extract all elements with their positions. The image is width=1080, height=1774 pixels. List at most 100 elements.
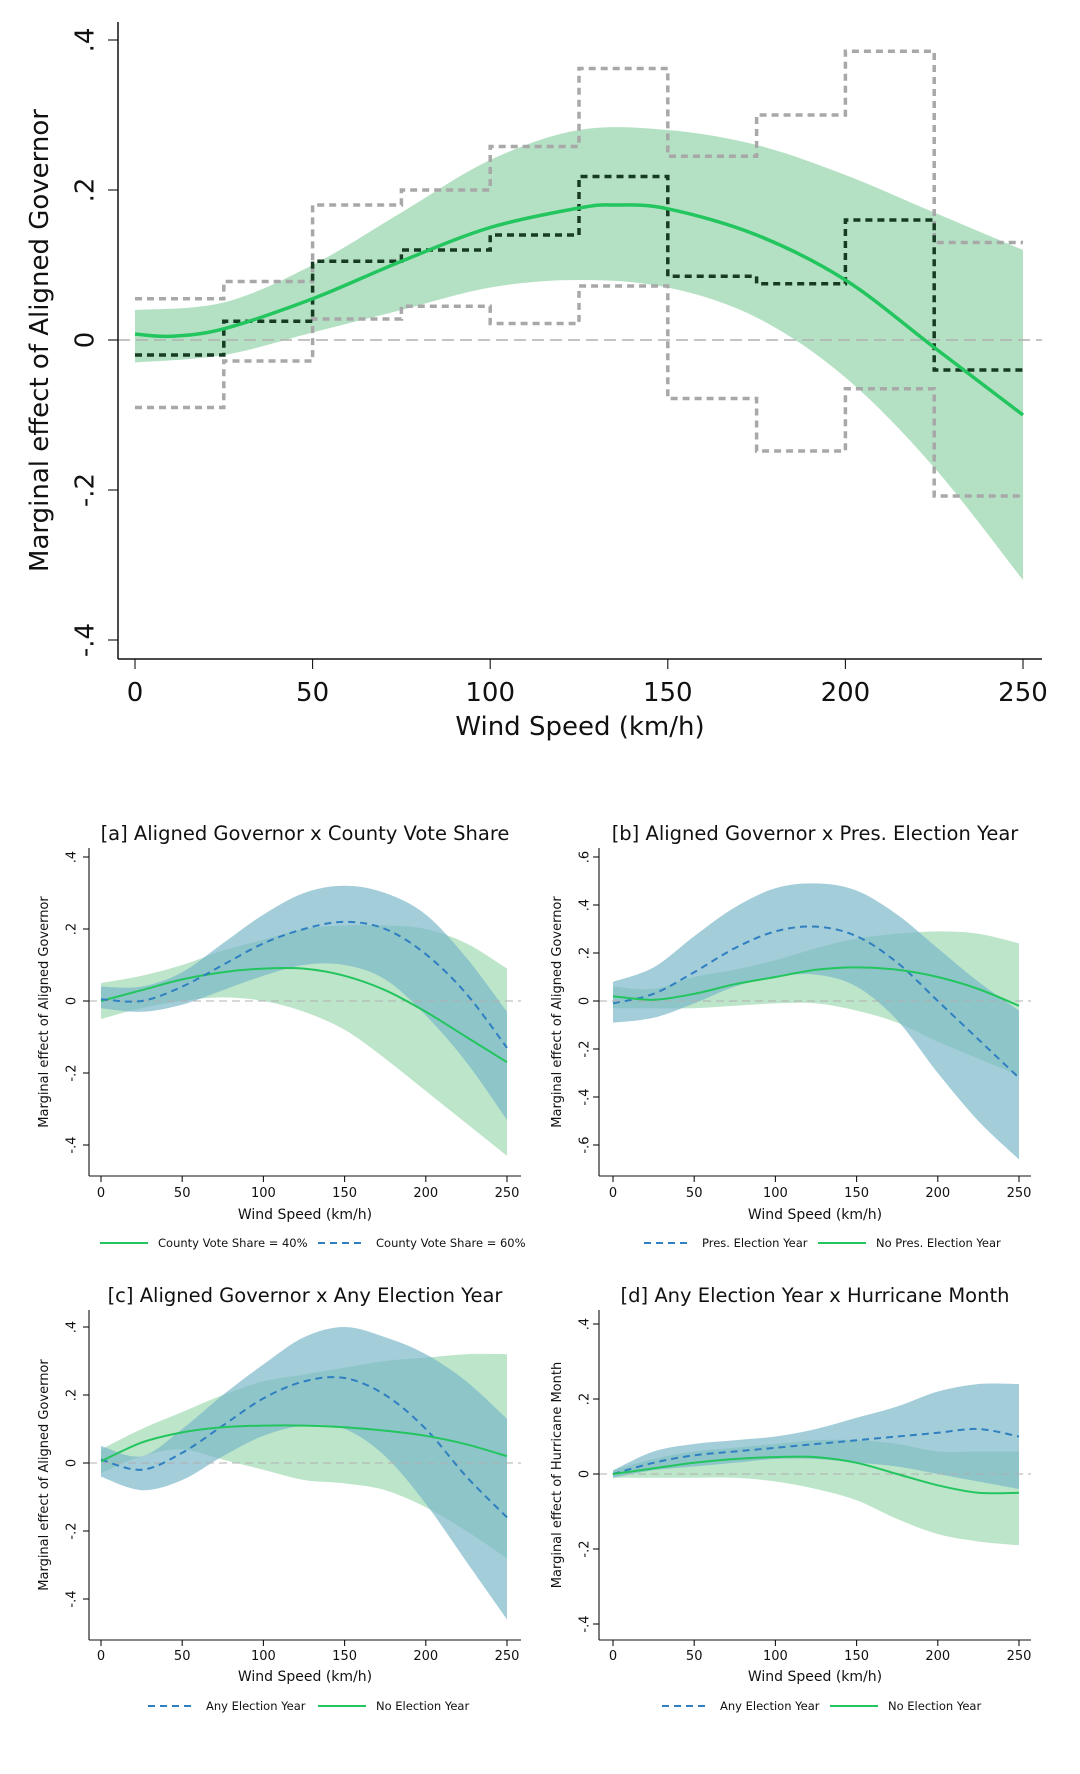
y-tick-label: 0 (71, 332, 101, 349)
confidence-band-blue (613, 1383, 1019, 1489)
x-tick-label: 50 (174, 1649, 191, 1664)
x-tick-label: 150 (643, 678, 693, 708)
y-tick-label: .2 (65, 1389, 80, 1401)
x-tick-label: 250 (495, 1186, 520, 1201)
legend-label: No Pres. Election Year (876, 1236, 1001, 1250)
y-tick-label: -.4 (65, 1590, 80, 1607)
x-tick-label: 250 (1007, 1649, 1032, 1664)
x-tick-label: 150 (332, 1649, 357, 1664)
y-tick-label: 0 (578, 1470, 593, 1478)
y-tick-label: -.2 (65, 1064, 80, 1081)
fitted-curve (134, 203, 1025, 417)
y-tick-label: .2 (65, 923, 80, 935)
y-tick-label: 0 (65, 1459, 80, 1467)
legend-label: Pres. Election Year (702, 1236, 808, 1250)
y-tick-label: -.6 (578, 1136, 593, 1153)
panel-a: -.4 -.2 0 .2 .4 0 50 100 150 200 250 Wind Speed (km… (37, 822, 526, 1250)
series-line-blue (612, 925, 1020, 1079)
panel-title: [c] Aligned Governor x Any Election Year (108, 1284, 504, 1307)
x-tick-label: 150 (332, 1186, 357, 1201)
legend-label: No Election Year (376, 1699, 469, 1713)
y-tick-label: -.4 (71, 623, 101, 657)
series-line-green (100, 1424, 508, 1463)
x-tick-label: 100 (251, 1649, 276, 1664)
binned-upper-bound-step (135, 49, 1023, 301)
x-tick-label: 100 (763, 1649, 788, 1664)
legend-label: County Vote Share = 60% (376, 1236, 526, 1250)
y-axis-label: Marginal effect of Aligned Governor (25, 109, 55, 572)
panel-d: -.4 -.2 0 .2 .4 0 50 100 150 200 250 Wind Speed (km… (550, 1284, 1031, 1713)
legend-label: County Vote Share = 40% (158, 1236, 308, 1250)
y-tick-label: .2 (71, 178, 101, 203)
x-axis-label: Wind Speed (km/h) (748, 1207, 882, 1223)
series-line-blue (100, 920, 508, 1049)
legend-label: No Election Year (888, 1699, 981, 1713)
x-tick-label: 0 (127, 678, 144, 708)
y-tick-label: .2 (578, 947, 593, 959)
panel-title: [d] Any Election Year x Hurricane Month (621, 1284, 1010, 1307)
x-tick-label: 50 (686, 1186, 703, 1201)
legend-label: Any Election Year (720, 1699, 820, 1713)
binned-estimate-step (135, 174, 1023, 372)
y-tick-label: -.4 (578, 1615, 593, 1632)
y-tick-label: -.2 (71, 473, 101, 507)
panel-title: [b] Aligned Governor x Pres. Election Ye… (612, 822, 1020, 845)
series-line-blue (100, 1376, 508, 1519)
x-axis-label: Wind Speed (km/h) (455, 712, 704, 742)
x-tick-label: 0 (97, 1186, 105, 1201)
y-axis-label: Marginal effect of Aligned Governor (550, 896, 565, 1128)
panel-title: [a] Aligned Governor x County Vote Share (101, 822, 510, 845)
confidence-band-blue (101, 1327, 507, 1620)
confidence-band (135, 127, 1023, 580)
y-tick-label: .4 (65, 1321, 80, 1333)
y-tick-label: .4 (578, 899, 593, 911)
series-line-green (612, 966, 1020, 1007)
x-tick-label: 100 (763, 1186, 788, 1201)
y-tick-label: -.2 (578, 1540, 593, 1557)
series-line-green (612, 1455, 1020, 1495)
confidence-band-blue (613, 883, 1019, 1160)
x-tick-label: 0 (609, 1649, 617, 1664)
binned-lower-bound-step (135, 284, 1023, 498)
confidence-band-blue (101, 885, 507, 1120)
y-tick-label: 0 (578, 997, 593, 1005)
panel-c: -.4 -.2 0 .2 .4 0 50 100 150 200 250 Wind Speed (km… (37, 1284, 521, 1713)
y-tick-label: .6 (578, 851, 593, 863)
x-tick-label: 200 (925, 1649, 950, 1664)
x-tick-label: 100 (465, 678, 515, 708)
x-axis-label: Wind Speed (km/h) (238, 1207, 372, 1223)
y-axis-label: Marginal effect of Aligned Governor (37, 896, 52, 1128)
x-tick-label: 50 (296, 678, 329, 708)
x-tick-label: 100 (251, 1186, 276, 1201)
y-tick-label: -.2 (65, 1522, 80, 1539)
x-tick-label: 150 (844, 1186, 869, 1201)
y-tick-label: -.4 (578, 1088, 593, 1105)
x-axis-label: Wind Speed (km/h) (748, 1669, 882, 1685)
series-line-blue (612, 1427, 1020, 1475)
y-tick-label: -.2 (578, 1040, 593, 1057)
x-tick-label: 200 (925, 1186, 950, 1201)
y-axis-label: Marginal effect of Aligned Governor (37, 1359, 52, 1591)
x-tick-label: 50 (174, 1186, 191, 1201)
y-tick-label: .4 (578, 1318, 593, 1330)
x-tick-label: 250 (495, 1649, 520, 1664)
legend-label: Any Election Year (206, 1699, 306, 1713)
x-axis-label: Wind Speed (km/h) (238, 1669, 372, 1685)
x-tick-label: 200 (413, 1186, 438, 1201)
x-tick-label: 50 (686, 1649, 703, 1664)
y-tick-label: -.4 (65, 1136, 80, 1153)
x-tick-label: 0 (97, 1649, 105, 1664)
y-tick-label: 0 (65, 997, 80, 1005)
x-tick-label: 0 (609, 1186, 617, 1201)
main-chart: -.4 -.2 0 .2 .4 0 50 100 150 200 250 Wind Speed (km… (25, 22, 1048, 742)
x-tick-label: 200 (413, 1649, 438, 1664)
x-tick-label: 250 (998, 678, 1048, 708)
y-tick-label: .4 (71, 28, 101, 53)
series-line-green (100, 966, 508, 1064)
x-tick-label: 150 (844, 1649, 869, 1664)
y-axis-label: Marginal effect of Hurricane Month (550, 1362, 565, 1588)
x-tick-label: 200 (821, 678, 871, 708)
panel-b: -.6 -.4 -.2 0 .2 .4 .6 0 50 100 150 200 250 Wind Spee… (550, 822, 1031, 1250)
x-tick-label: 250 (1007, 1186, 1032, 1201)
